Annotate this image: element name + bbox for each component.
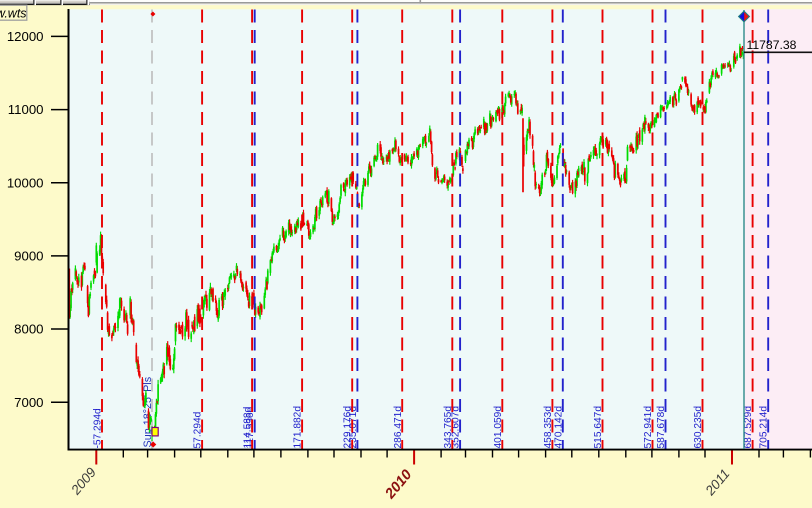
svg-text:458.353d: 458.353d [543, 406, 554, 449]
svg-text:587.678d: 587.678d [656, 406, 667, 449]
svg-text:11000: 11000 [8, 102, 44, 117]
svg-text:8000: 8000 [14, 322, 43, 337]
svg-text:229.176d: 229.176d [343, 406, 354, 449]
svg-text:10000: 10000 [7, 175, 44, 190]
svg-text:235.071d: 235.071d [348, 406, 359, 449]
svg-text:286.471d: 286.471d [393, 406, 404, 449]
svg-text:57.294d: 57.294d [193, 411, 204, 448]
svg-text:117.536d: 117.536d [245, 406, 256, 448]
svg-text:470.142d: 470.142d [553, 406, 564, 449]
svg-text:630.235d: 630.235d [693, 406, 704, 449]
svg-text:11787.38: 11787.38 [747, 38, 797, 52]
svg-text:w.wts: w.wts [0, 6, 27, 20]
svg-text:114.588d: 114.588d [243, 406, 254, 448]
svg-text:515.647d: 515.647d [593, 406, 604, 449]
svg-text:352.607d: 352.607d [451, 406, 462, 449]
svg-text:705.214d: 705.214d [759, 406, 770, 449]
svg-text:401.059d: 401.059d [493, 406, 504, 449]
svg-text:12000: 12000 [7, 29, 44, 44]
svg-text:343.765d: 343.765d [443, 406, 454, 449]
svg-text:171.882d: 171.882d [293, 406, 304, 449]
svg-text:-57.294d: -57.294d [93, 408, 104, 449]
svg-text:687.529d: 687.529d [743, 406, 754, 449]
svg-text:7000: 7000 [14, 395, 43, 410]
svg-text:9000: 9000 [14, 249, 43, 264]
svg-text:572.941d: 572.941d [643, 406, 654, 449]
